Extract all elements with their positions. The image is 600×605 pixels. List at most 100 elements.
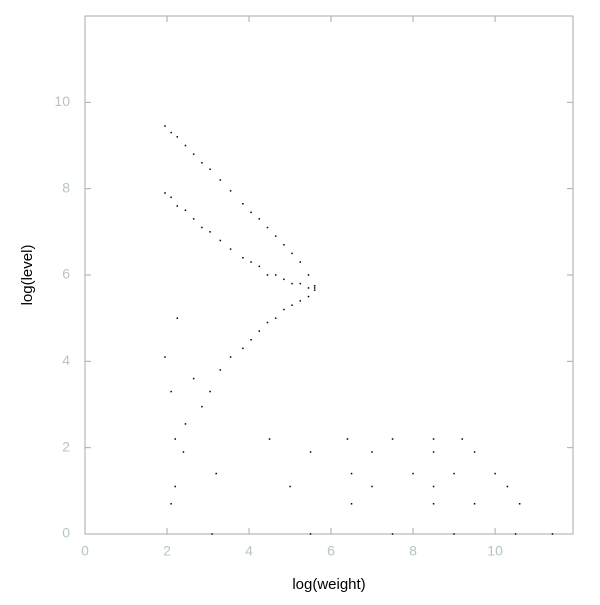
point [174,438,176,440]
point [551,533,554,535]
point [176,136,179,138]
y-tick-label: 0 [62,525,70,541]
point [518,503,521,505]
point [313,289,316,291]
point [313,285,316,287]
point [274,317,277,319]
point [391,438,394,440]
point [164,192,166,194]
y-tick-label: 10 [54,93,70,109]
point [201,162,203,164]
point [299,261,302,263]
point [291,282,293,285]
y-axis-label: log(level) [19,245,36,306]
point [229,190,232,192]
point [266,274,269,276]
point [307,295,310,298]
point [274,235,277,237]
point [192,153,195,155]
point [201,405,203,408]
point [453,533,455,535]
x-axis-label: log(weight) [292,576,365,593]
point [164,125,166,127]
point [313,287,316,289]
point [473,503,476,505]
point [184,209,187,211]
point [215,472,217,475]
point [229,356,232,358]
point [176,205,179,207]
point [209,390,211,393]
point [514,533,517,535]
point [371,485,373,488]
point [242,347,244,350]
x-tick-label: 0 [81,543,89,559]
point [473,451,476,453]
point [219,179,222,181]
point [268,438,271,440]
point [432,451,435,453]
point [170,390,172,393]
point [209,168,211,170]
x-tick-label: 8 [409,543,417,559]
point [211,533,213,535]
point [283,244,285,246]
y-tick-label: 4 [62,352,70,368]
point [371,451,373,453]
point [182,451,185,453]
point [283,308,285,311]
point [258,265,261,268]
point [258,330,261,332]
point [432,503,435,505]
point [506,485,509,488]
x-tick-label: 2 [163,543,171,559]
point [219,239,222,242]
point [209,231,211,233]
point [289,485,291,488]
point [250,339,252,341]
point [250,261,252,263]
point [258,218,261,220]
point [412,472,414,475]
point [219,369,222,371]
point [299,282,302,285]
point [291,252,293,255]
point [170,131,172,134]
point [242,256,244,259]
point [346,438,349,440]
point [494,472,496,475]
point [432,485,435,488]
point [184,144,187,147]
point [350,472,353,475]
point [192,377,195,380]
plot-frame [84,15,574,535]
x-tick-label: 6 [327,543,335,559]
point [266,226,269,229]
point [299,300,302,302]
point [309,451,312,453]
y-tick-label: 8 [62,179,70,195]
point [391,533,394,535]
point [170,503,172,505]
point [307,274,310,276]
point [176,317,179,319]
x-tick-label: 10 [487,543,503,559]
x-tick-label: 4 [245,543,253,559]
point [432,438,435,440]
point [266,321,269,324]
point [291,304,293,306]
y-tick-label: 2 [62,438,70,454]
point [184,423,187,425]
point [229,248,232,250]
point [242,203,244,205]
point [201,226,203,229]
point [192,218,195,220]
point [350,503,353,505]
point [170,196,172,199]
y-tick-label: 6 [62,266,70,282]
point [307,287,310,289]
point [274,274,277,276]
point [174,485,176,488]
point [309,533,312,535]
